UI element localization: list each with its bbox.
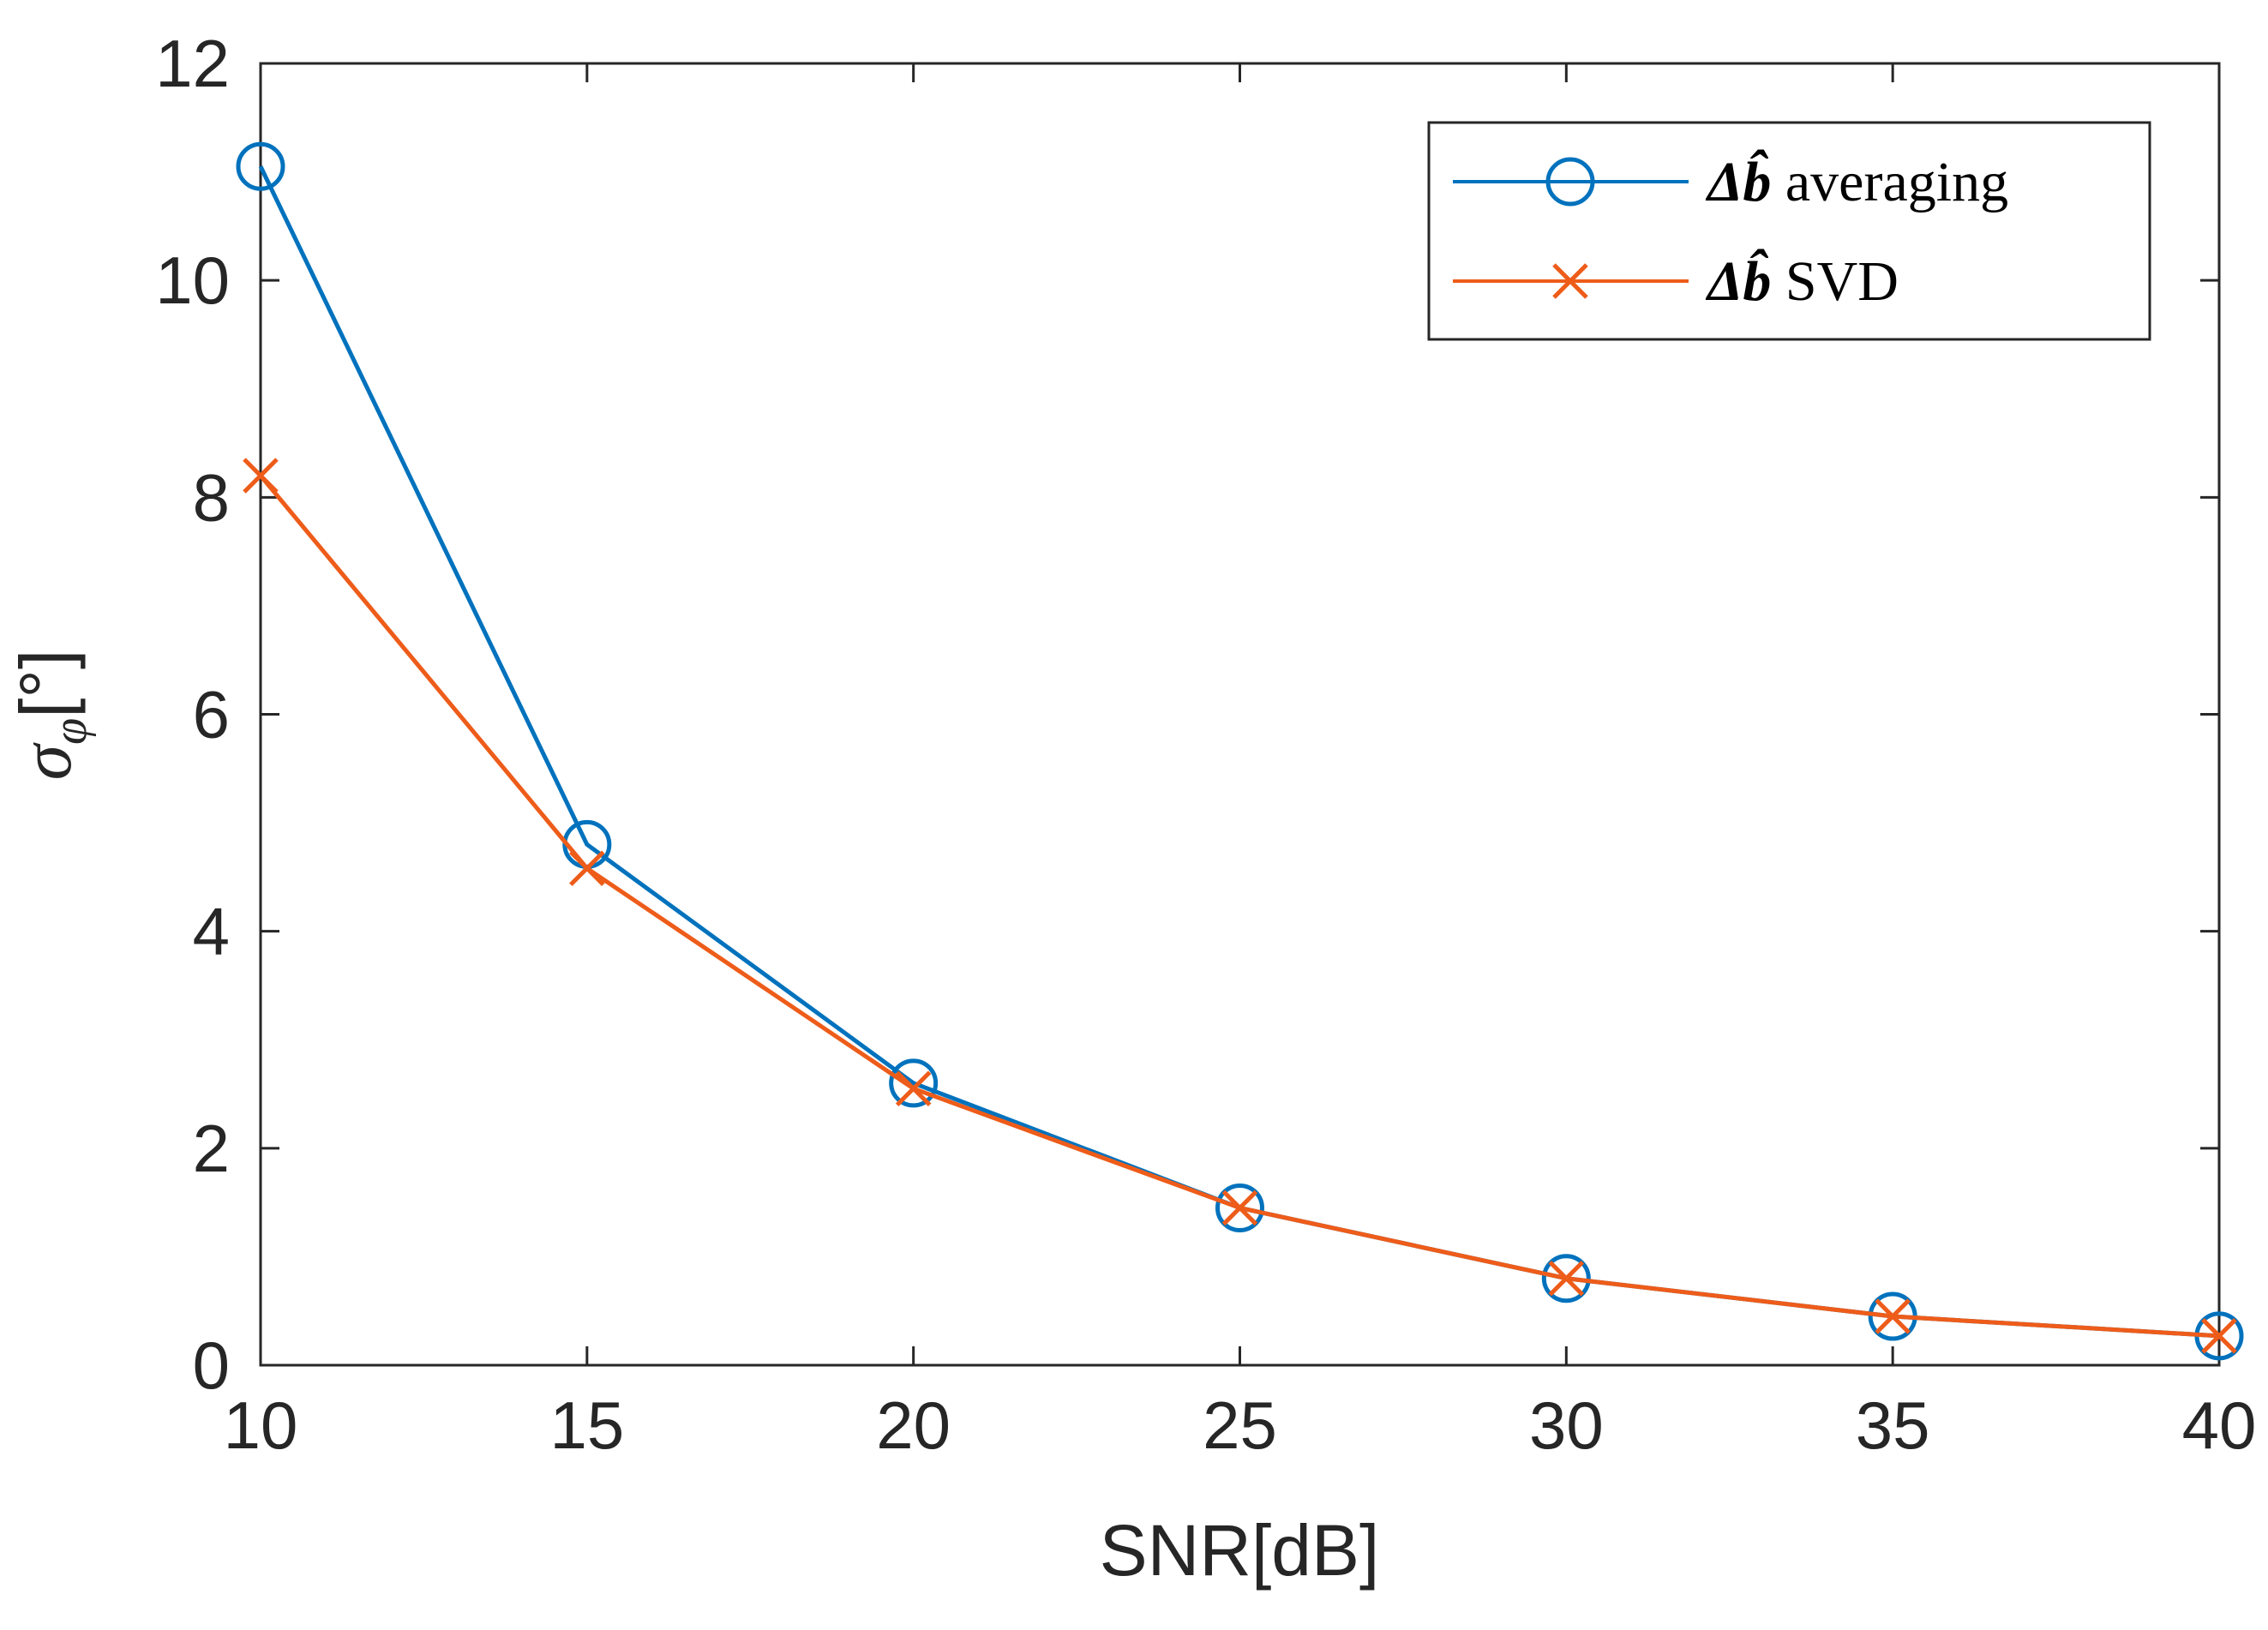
y-tick-label: 12: [155, 26, 230, 101]
svg-text:σφ[°]: σφ[°]: [5, 650, 97, 781]
x-axis-title: SNR[dB]: [1100, 1510, 1380, 1591]
x-tick-label: 15: [549, 1387, 624, 1463]
marker-svd-20: [895, 1070, 932, 1106]
y-axis-title-symbol: σ: [7, 741, 87, 780]
marker-svd-35: [1875, 1298, 1911, 1334]
marker-averaging-30: [1541, 1254, 1591, 1303]
y-tick-label: 0: [193, 1327, 230, 1403]
marker-svd-40: [2201, 1318, 2237, 1354]
x-tick-label: 25: [1203, 1387, 1277, 1463]
svg-text:Δb̂ averaging: Δb̂ averaging: [1705, 149, 2008, 213]
marker-svd-10: [243, 458, 279, 494]
x-tick-label: 40: [2182, 1387, 2257, 1463]
data-series: [236, 141, 2244, 1361]
marker-svd-30: [1548, 1260, 1585, 1297]
marker-averaging-25: [1215, 1183, 1264, 1232]
x-tick-label: 35: [1856, 1387, 1930, 1463]
legend-label-svd: SVD: [1785, 250, 1899, 313]
axis-ticks: 10 15 20 25 30 35 40 0 2 4 6 8 10 12: [155, 26, 2256, 1463]
y-axis-title: σφ[°]: [5, 650, 97, 781]
x-tick-label: 30: [1529, 1387, 1604, 1463]
legend: Δb̂ averaging Δb̂ SVD: [1427, 121, 2151, 341]
marker-averaging-10: [236, 141, 285, 191]
legend-marker-svd: [1552, 263, 1588, 299]
y-tick-label: 6: [193, 677, 230, 752]
x-tick-label: 10: [224, 1387, 298, 1463]
y-axis-title-unit: [°]: [5, 650, 86, 718]
y-tick-label: 4: [193, 894, 230, 969]
legend-marker-averaging: [1545, 157, 1595, 207]
y-tick-label: 8: [193, 459, 230, 535]
marker-svd-25: [1221, 1190, 1258, 1226]
marker-svd-15: [569, 850, 605, 887]
marker-averaging-20: [889, 1058, 939, 1108]
y-tick-label: 2: [193, 1111, 230, 1186]
legend-symbol-svd: Δb̂: [1705, 249, 1771, 313]
svg-text:Δb̂ SVD: Δb̂ SVD: [1705, 249, 1899, 313]
y-tick-label: 10: [155, 243, 230, 318]
x-tick-label: 20: [876, 1387, 951, 1463]
legend-box: [1427, 121, 2151, 341]
legend-symbol-averaging: Δb̂: [1705, 149, 1771, 213]
legend-label-averaging: averaging: [1785, 151, 2008, 213]
y-axis-title-subscript: φ: [44, 718, 97, 745]
